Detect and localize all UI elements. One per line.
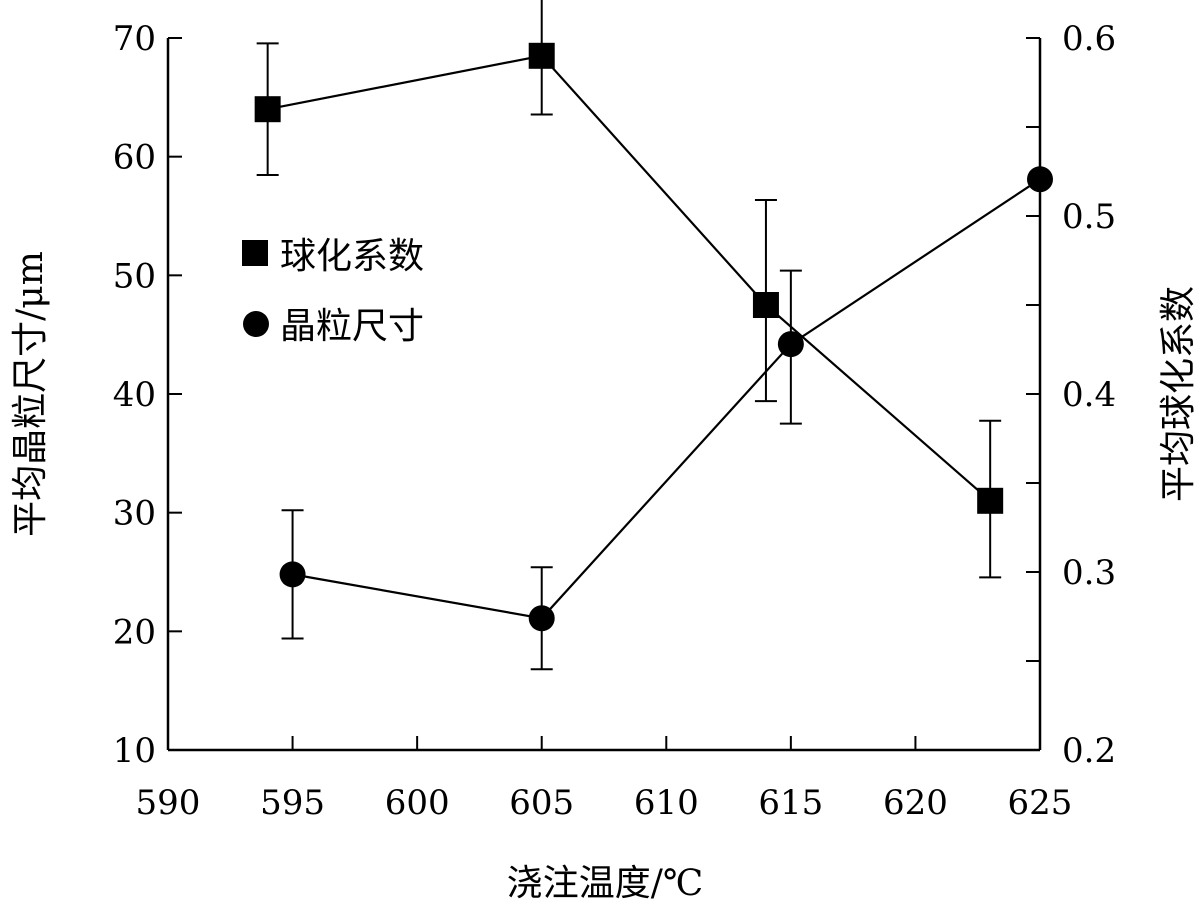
data-point-square [528, 42, 555, 69]
x-tick-label: 610 [634, 783, 699, 823]
legend-label-grain-size: 晶粒尺寸 [280, 306, 424, 347]
y-right-tick-label: 0.4 [1062, 375, 1116, 415]
series-line-spheroidization [267, 54, 991, 502]
y-left-tick-label: 20 [113, 612, 156, 652]
x-tick-label: 620 [883, 783, 948, 823]
y-axis-label-right: 平均球化系数 [1158, 286, 1198, 502]
legend: 球化系数 晶粒尺寸 [242, 236, 424, 347]
x-tick-label: 615 [758, 783, 823, 823]
ticks: 590 595 600 605 610 615 620 625 10 20 30 40 50 60 70 0.… [113, 19, 1116, 823]
y-left-tick-label: 60 [113, 138, 156, 178]
x-tick-label: 595 [260, 783, 325, 823]
y-left-tick-label: 40 [113, 375, 156, 415]
y-right-tick-label: 0.2 [1062, 731, 1116, 771]
data-point-circle [777, 331, 804, 358]
data-point-circle [528, 605, 555, 632]
y-right-tick-label: 0.6 [1062, 19, 1116, 59]
data-point-circle [279, 561, 306, 588]
x-axis-label: 浇注温度/℃ [507, 863, 703, 904]
y-left-tick-label: 70 [113, 19, 156, 59]
data-point-circle [1027, 166, 1053, 193]
data-point-square [254, 96, 281, 123]
series [254, 0, 1053, 671]
y-right-tick-label: 0.5 [1062, 197, 1116, 237]
x-tick-label: 590 [136, 783, 201, 823]
x-tick-label: 625 [1008, 783, 1073, 823]
y-left-tick-label: 10 [113, 731, 156, 771]
legend-marker-circle [243, 311, 269, 337]
series-line-grain-size [292, 178, 1041, 620]
x-tick-label: 605 [509, 783, 574, 823]
axes [166, 38, 1042, 752]
y-axis-label-left: 平均晶粒尺寸/μm [10, 251, 51, 537]
data-point-square [752, 292, 779, 318]
y-right-tick-label: 0.3 [1062, 553, 1116, 593]
legend-label-spheroidization: 球化系数 [280, 236, 424, 277]
y-left-tick-label: 30 [113, 494, 156, 534]
y-left-tick-label: 50 [113, 256, 156, 296]
x-tick-label: 600 [385, 783, 450, 823]
legend-marker-square [242, 240, 268, 266]
data-point-square [977, 487, 1004, 514]
